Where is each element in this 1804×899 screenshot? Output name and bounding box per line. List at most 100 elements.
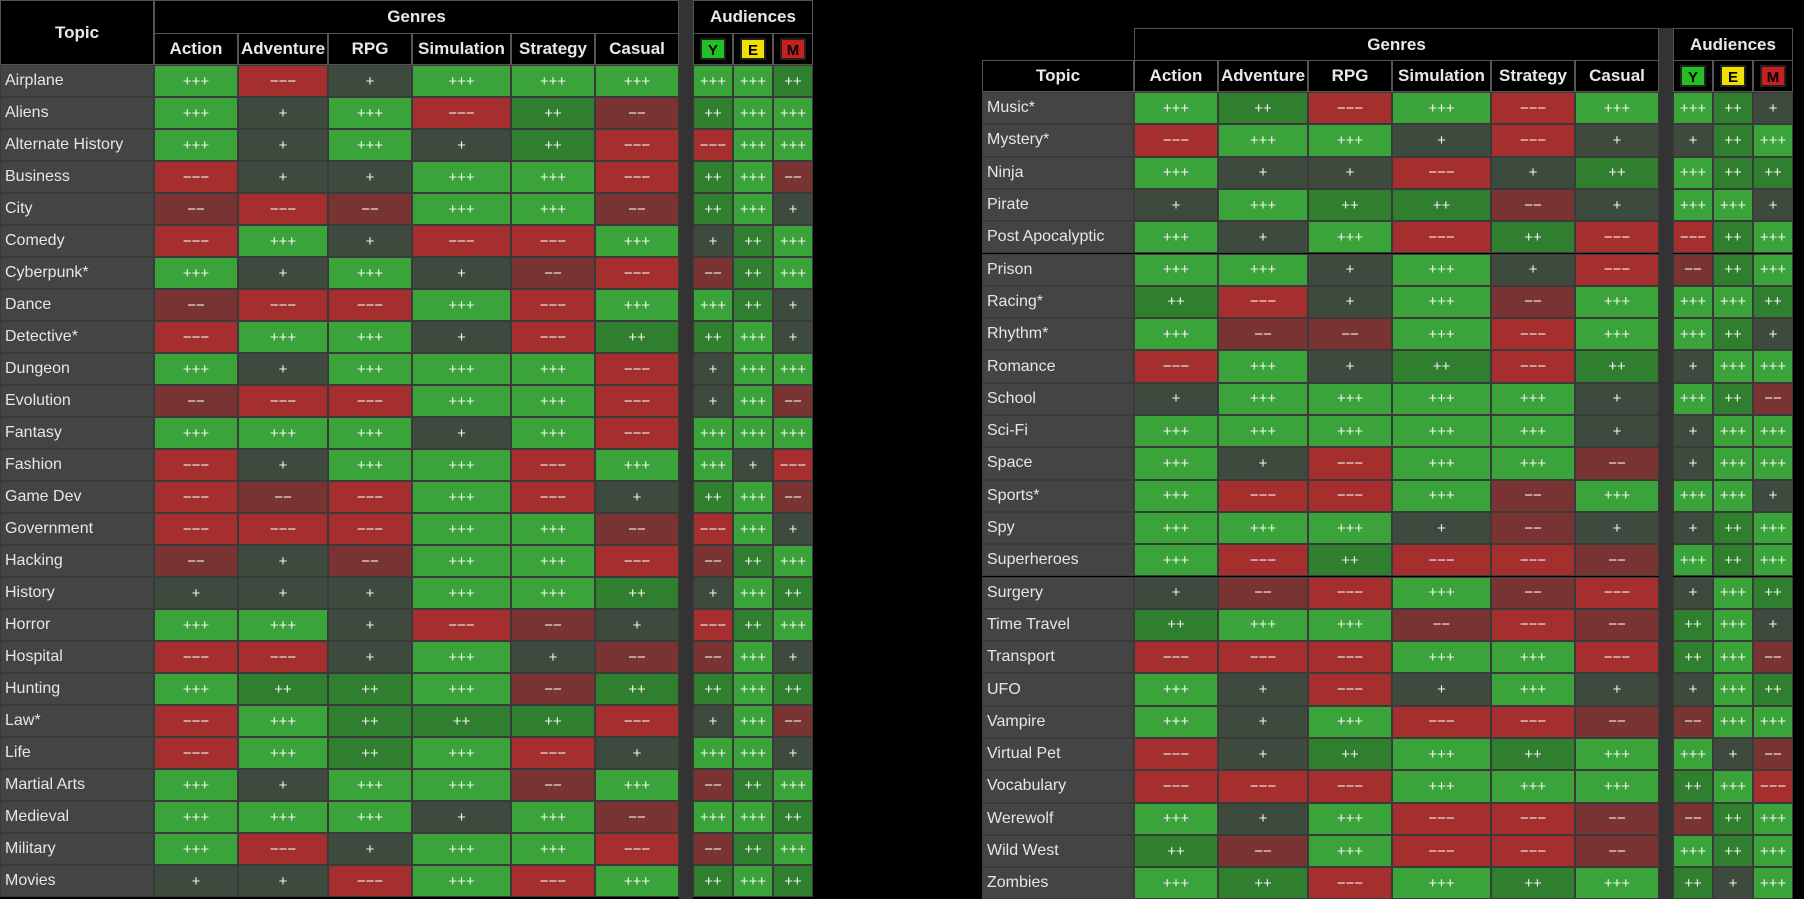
genre-rating-cell: −−− — [595, 161, 679, 193]
table-row: Military +++ −−− + +++ +++ −−− −− ++ +++ — [0, 833, 813, 865]
genre-rating-cell: −−− — [1134, 738, 1218, 771]
genre-rating-cell: + — [1218, 738, 1308, 771]
audience-rating-cell: +++ — [1673, 834, 1713, 868]
genre-rating-cell: −−− — [1218, 285, 1308, 319]
audience-column-header: E — [733, 33, 773, 65]
topic-cell: Ninja — [982, 156, 1134, 189]
genre-rating-cell: + — [238, 161, 328, 193]
audience-rating-cell: + — [1673, 415, 1713, 448]
genre-rating-cell: + — [328, 609, 412, 641]
audience-rating-cell: −− — [1753, 738, 1793, 771]
table-row: Alternate History +++ + +++ + ++ −−− −−− +++ +++ — [0, 129, 813, 161]
audience-rating-cell: + — [693, 577, 733, 609]
genre-rating-cell: −−− — [1308, 673, 1392, 706]
audience-rating-cell: ++ — [693, 321, 733, 353]
table-row: School + +++ +++ +++ +++ + +++ ++ −− — [982, 382, 1793, 415]
table-row: Government −−− −−− −−− +++ +++ −− −−− +++ + — [0, 513, 813, 545]
genre-rating-cell: −−− — [1491, 608, 1575, 642]
audience-column-header: E — [1713, 60, 1753, 92]
topic-cell: City — [0, 193, 154, 225]
genre-rating-cell: +++ — [412, 385, 511, 417]
topic-cell: Virtual Pet — [982, 738, 1134, 771]
table-row: History + + + +++ +++ ++ + +++ ++ — [0, 577, 813, 609]
genre-rating-cell: ++ — [412, 705, 511, 737]
topic-cell: Airplane — [0, 65, 154, 97]
genre-rating-cell: +++ — [595, 449, 679, 481]
genre-rating-cell: −−− — [328, 481, 412, 513]
table-row: Fashion −−− + +++ +++ −−− +++ +++ + −−− — [0, 449, 813, 481]
audience-rating-cell: +++ — [773, 257, 813, 289]
genre-rating-cell: +++ — [1134, 802, 1218, 835]
genre-rating-cell: +++ — [238, 705, 328, 737]
audience-rating-cell: + — [693, 705, 733, 737]
topic-cell: Hacking — [0, 545, 154, 577]
genre-rating-cell: +++ — [238, 225, 328, 257]
topic-cell: Game Dev — [0, 481, 154, 513]
table-row: Evolution −− −−− −−− +++ +++ −−− + +++ −− — [0, 385, 813, 417]
genre-rating-cell: +++ — [1308, 705, 1392, 738]
genre-rating-cell: +++ — [154, 833, 238, 865]
genre-rating-cell: +++ — [154, 769, 238, 801]
audience-rating-cell: +++ — [1713, 285, 1753, 319]
audience-rating-cell: + — [773, 513, 813, 545]
genre-rating-cell: ++ — [238, 673, 328, 705]
table-row: Horror +++ +++ + −−− −− + −−− ++ +++ — [0, 609, 813, 641]
topic-cell: Superheroes — [982, 544, 1134, 577]
genre-rating-cell: + — [238, 257, 328, 289]
topic-cell: Fashion — [0, 449, 154, 481]
audience-rating-cell: −− — [693, 641, 733, 673]
genre-rating-cell: −− — [1218, 834, 1308, 868]
column-separator — [679, 0, 693, 899]
genre-rating-cell: −− — [1575, 608, 1659, 642]
audience-rating-cell: +++ — [1713, 479, 1753, 512]
table-row: Mystery* −−− +++ +++ + −−− + + ++ +++ — [982, 124, 1793, 157]
genre-rating-cell: −−− — [412, 609, 511, 641]
genre-column-header: Strategy — [511, 33, 595, 65]
genre-rating-cell: −− — [154, 289, 238, 321]
audience-rating-cell: ++ — [1713, 318, 1753, 351]
genre-rating-cell: −−− — [1308, 576, 1392, 609]
audience-rating-cell: +++ — [1753, 350, 1793, 383]
audience-rating-cell: +++ — [773, 545, 813, 577]
audience-rating-cell: +++ — [1673, 738, 1713, 771]
table-row: Business −−− + + +++ +++ −−− ++ +++ −− — [0, 161, 813, 193]
table-row: Life −−− +++ ++ +++ −−− + +++ +++ + — [0, 737, 813, 769]
genre-rating-cell: +++ — [412, 545, 511, 577]
genre-rating-cell: −− — [1575, 834, 1659, 868]
table-row: Martial Arts +++ + +++ +++ −− +++ −− ++ +++ — [0, 769, 813, 801]
genre-rating-cell: +++ — [1308, 608, 1392, 642]
topic-cell: Prison — [982, 253, 1134, 286]
genre-rating-cell: + — [1308, 350, 1392, 383]
genre-rating-cell: −− — [511, 769, 595, 801]
audience-rating-cell: + — [773, 321, 813, 353]
genre-rating-cell: +++ — [1491, 673, 1575, 706]
genre-rating-cell: −− — [154, 193, 238, 225]
genre-rating-cell: −− — [595, 513, 679, 545]
genre-rating-cell: + — [238, 577, 328, 609]
genre-rating-cell: −−− — [1491, 802, 1575, 835]
audience-rating-cell: −− — [1753, 382, 1793, 415]
audience-rating-cell: + — [1673, 673, 1713, 706]
audience-rating-cell: +++ — [733, 577, 773, 609]
audience-rating-cell: +++ — [733, 513, 773, 545]
topic-cell: History — [0, 577, 154, 609]
genre-rating-cell: + — [1308, 156, 1392, 189]
audience-rating-cell: −− — [1673, 253, 1713, 286]
genre-rating-cell: +++ — [412, 833, 511, 865]
audience-rating-cell: −− — [693, 769, 733, 801]
topic-cell: Evolution — [0, 385, 154, 417]
genre-rating-cell: + — [1218, 156, 1308, 189]
genre-rating-cell: −−− — [1392, 156, 1491, 189]
audience-rating-cell: +++ — [693, 737, 733, 769]
audience-rating-cell: ++ — [733, 609, 773, 641]
audience-badge-e: E — [740, 38, 766, 60]
genre-rating-cell: +++ — [511, 65, 595, 97]
genre-rating-cell: +++ — [511, 193, 595, 225]
audience-rating-cell: −− — [1673, 802, 1713, 835]
genre-rating-cell: + — [412, 417, 511, 449]
audience-rating-cell: −−− — [693, 513, 733, 545]
audience-rating-cell: ++ — [693, 673, 733, 705]
genre-rating-cell: +++ — [238, 609, 328, 641]
genre-rating-cell: +++ — [1218, 188, 1308, 222]
genre-rating-cell: +++ — [328, 257, 412, 289]
